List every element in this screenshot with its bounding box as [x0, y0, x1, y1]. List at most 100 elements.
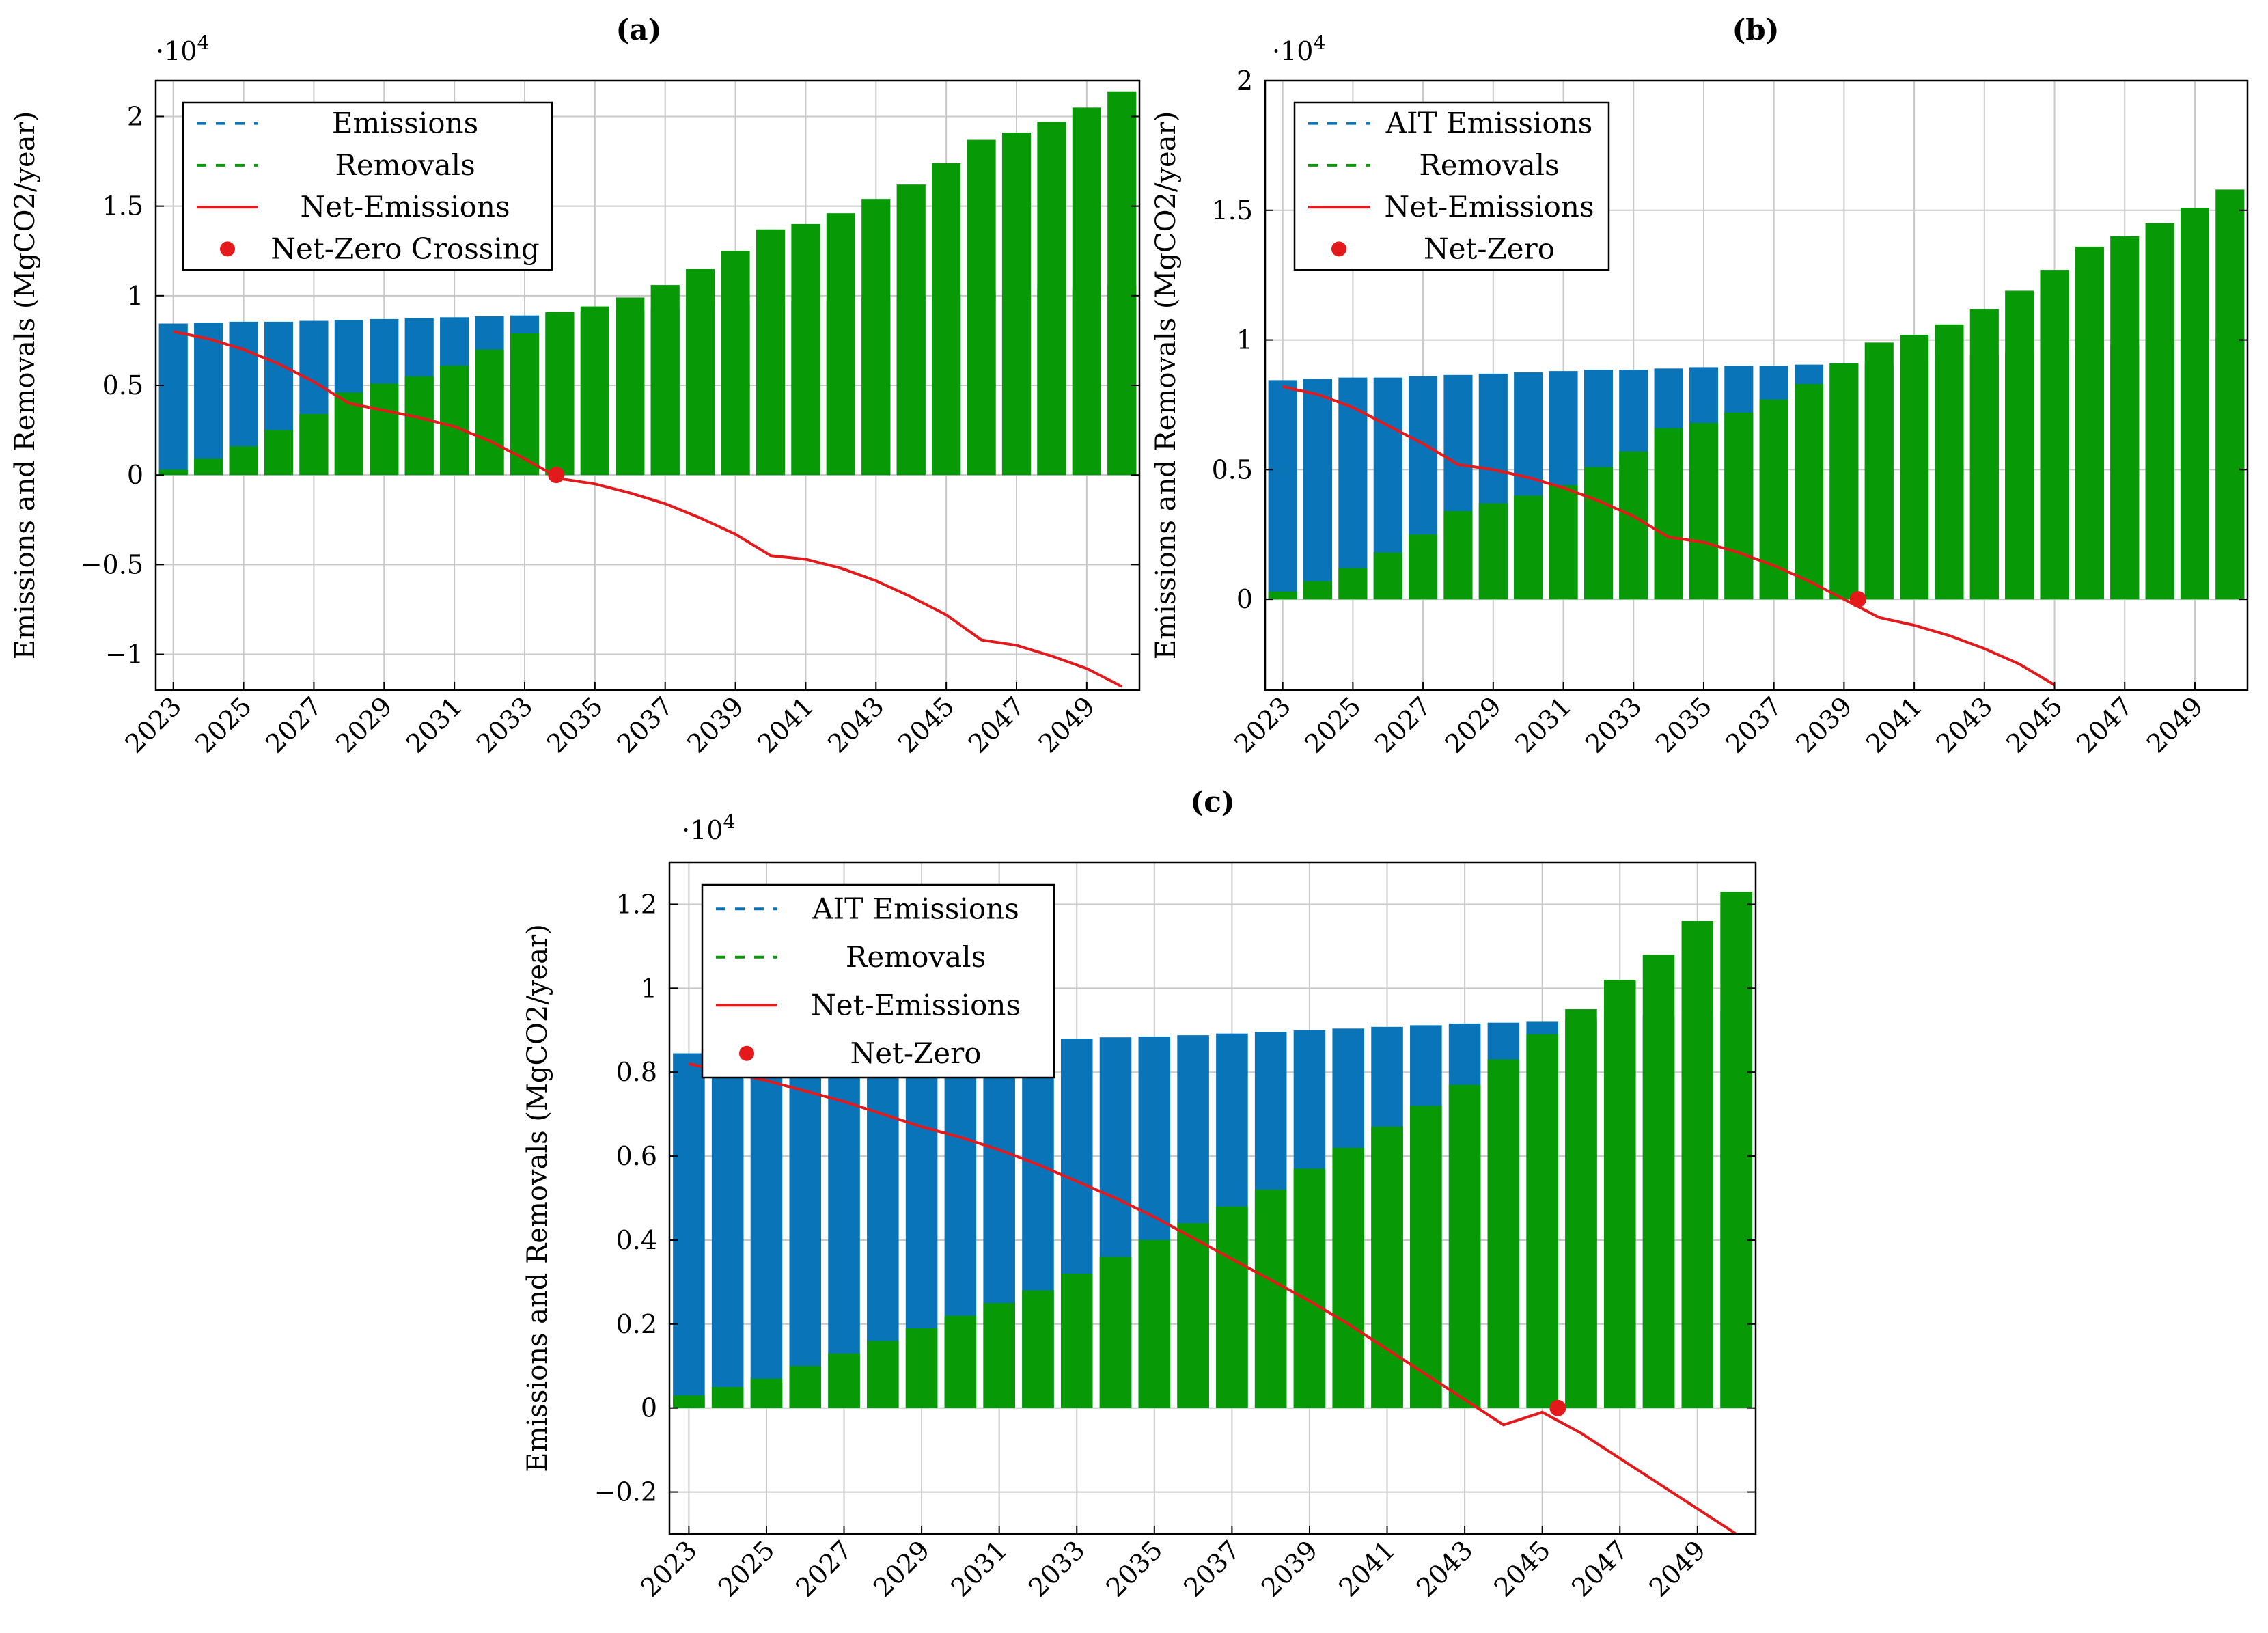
y-tick-label: 0 [641, 1393, 657, 1423]
removals-bar [264, 430, 294, 476]
removals-bar [721, 251, 750, 476]
removals-bar [1526, 1034, 1558, 1408]
x-tick-label: 2049 [1644, 1535, 1712, 1603]
removals-bar [1022, 1290, 1054, 1408]
emissions-bar [828, 1047, 860, 1408]
removals-bar [580, 306, 609, 476]
legend-box [701, 883, 1055, 1079]
removals-bar [1373, 552, 1402, 600]
y-tick-label: −0.5 [81, 549, 143, 579]
removals-bar [1654, 428, 1683, 600]
y-tick-label: 2 [1236, 66, 1253, 96]
x-tick-label: 2043 [1931, 691, 1999, 759]
removals-bar [2215, 189, 2245, 600]
x-tick-label: 2025 [713, 1535, 781, 1603]
legend-label: Removals [335, 148, 475, 182]
x-tick-label: 2047 [1566, 1535, 1634, 1603]
net-zero-point [548, 467, 565, 484]
removals-bar [2075, 246, 2104, 600]
removals-bar [1681, 921, 1714, 1408]
scale-label: ·104 [156, 31, 209, 66]
removals-bar [2005, 290, 2034, 600]
removals-bar [1584, 467, 1613, 600]
emissions-bar [1338, 377, 1368, 600]
plot-frame [1264, 79, 2249, 691]
x-tick-label: 2037 [611, 691, 680, 759]
x-tick-label: 2041 [751, 691, 820, 759]
x-tick-label: 2047 [2071, 691, 2139, 759]
removals-bar [905, 1328, 938, 1408]
x-tick-label: 2033 [1023, 1535, 1091, 1603]
removals-bar [370, 383, 399, 476]
bars [1268, 189, 2245, 600]
legend-label: Emissions [332, 107, 478, 140]
y-tick-label: 1.2 [616, 889, 657, 919]
legend-label: AIT Emissions [1385, 107, 1593, 140]
removals-bar [1303, 581, 1333, 600]
y-tick-label: 0.5 [1212, 454, 1253, 484]
removals-bar [1060, 1274, 1093, 1408]
panel-title: (b) [1732, 13, 1779, 46]
removals-bar [789, 1366, 822, 1408]
x-tick-label: 2039 [681, 691, 749, 759]
emissions-bar [789, 1048, 822, 1408]
x-tick-label: 2033 [1579, 691, 1648, 759]
removals-bar [1478, 503, 1508, 600]
legend-label: Net-Emissions [1384, 190, 1594, 223]
x-tick-label: 2029 [868, 1535, 936, 1603]
y-tick-label: 0.5 [102, 370, 143, 400]
removals-bar [158, 469, 188, 476]
removals-bar [861, 199, 891, 476]
removals-bar [1565, 1009, 1597, 1408]
removals-bar [932, 163, 961, 476]
removals-bar [826, 213, 855, 476]
removals-bar [1689, 423, 1719, 600]
removals-bar [967, 139, 996, 476]
removals-bar [1107, 91, 1137, 476]
removals-bar [475, 349, 504, 476]
removals-bar [510, 333, 540, 476]
removals-bar [896, 184, 926, 476]
x-tick-label: 2025 [1299, 691, 1367, 759]
y-tick-label: 0.6 [616, 1141, 657, 1171]
legend-label: Net-Emissions [300, 190, 510, 223]
y-tick-label: 1 [1236, 325, 1253, 355]
x-tick-label: 2035 [1101, 1535, 1169, 1603]
removals-bar [756, 229, 786, 476]
removals-bar [404, 376, 434, 476]
removals-bar [1216, 1206, 1248, 1408]
removals-bar [1177, 1223, 1209, 1408]
removals-bar [1099, 1257, 1132, 1408]
removals-bar [1619, 451, 1648, 600]
removals-bar [828, 1353, 860, 1408]
removals-bar [750, 1378, 783, 1408]
x-tick-label: 2037 [1178, 1535, 1246, 1603]
removals-bar [1642, 955, 1675, 1408]
removals-bar [299, 413, 329, 476]
legend: AIT Emissions Removals Net-Emissions Net-Ze… [1293, 101, 1610, 271]
legend: AIT Emissions Removals Net-Emissions Net-Ze… [701, 883, 1055, 1079]
plot-frame [668, 861, 1757, 1535]
legend-box [1293, 101, 1610, 271]
removals-bar [2145, 223, 2174, 600]
removals-bar [1371, 1127, 1403, 1408]
bars [158, 91, 1137, 476]
legend-swatch [1331, 241, 1346, 257]
removals-bar [2040, 270, 2069, 600]
legend-swatch [739, 1045, 754, 1061]
x-tick-label: 2037 [1720, 691, 1788, 759]
removals-bar [1409, 534, 1438, 600]
x-tick-label: 2023 [1229, 691, 1297, 759]
removals-bar [1935, 324, 1964, 600]
removals-bar [1829, 363, 1859, 600]
legend-box [182, 101, 553, 271]
x-tick-label: 2031 [400, 691, 469, 759]
removals-bar [650, 285, 680, 476]
legend-label: Removals [846, 940, 986, 974]
emissions-bar [194, 323, 223, 476]
removals-bar [2180, 207, 2210, 600]
scale-label: ·104 [1272, 31, 1325, 66]
emissions-bar [673, 1053, 705, 1408]
